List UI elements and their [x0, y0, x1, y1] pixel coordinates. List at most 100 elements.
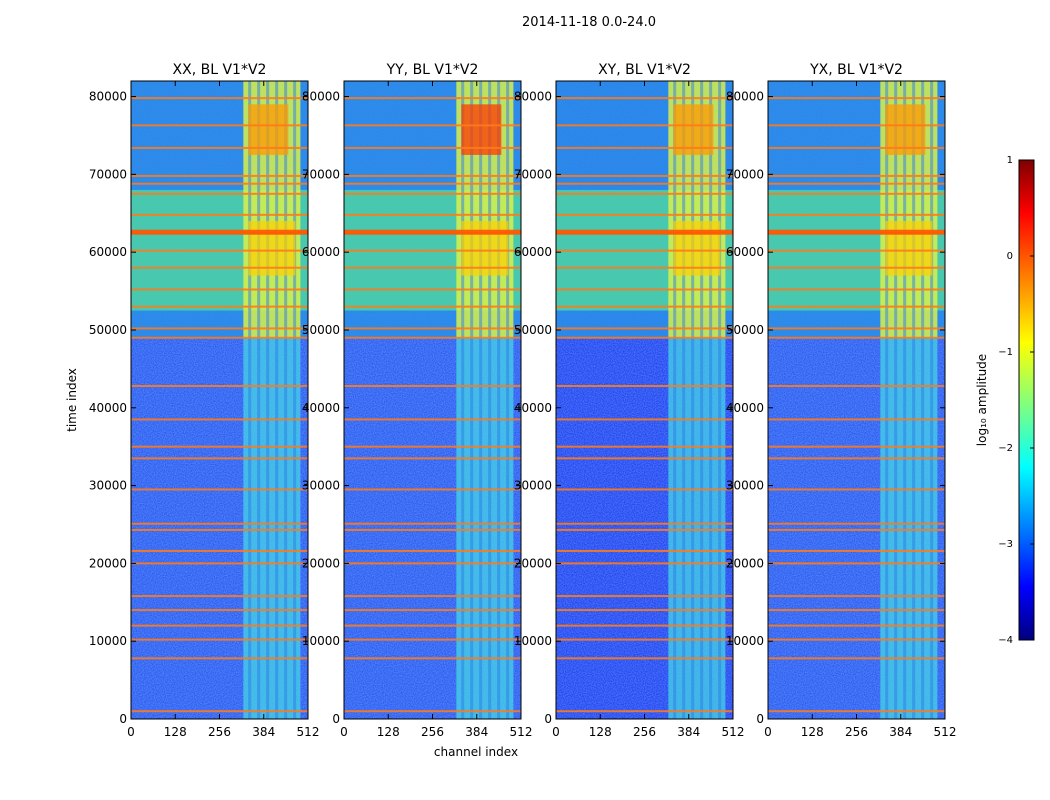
- rfi-line: [344, 249, 521, 252]
- rfi-line: [768, 336, 945, 339]
- rfi-line: [131, 609, 308, 612]
- x-tick-label: 256: [208, 725, 231, 739]
- y-tick-label: 20000: [726, 556, 764, 570]
- y-tick-label: 0: [119, 712, 127, 726]
- rfi-line: [344, 266, 521, 269]
- rfi-line: [556, 488, 733, 491]
- channel-stripe: [912, 81, 916, 719]
- colorbar-label: log₁₀ amplitude: [975, 354, 989, 446]
- colorbar-tick-label: −3: [998, 539, 1013, 550]
- rfi-line: [131, 327, 308, 330]
- rfi-line: [556, 97, 733, 100]
- rfi-line: [344, 229, 521, 235]
- rfi-line: [768, 624, 945, 627]
- rfi-line: [556, 174, 733, 177]
- bright-channels-lower: [243, 337, 301, 719]
- rfi-line: [556, 638, 733, 641]
- channel-stripe: [266, 81, 270, 719]
- channel-stripe: [903, 81, 907, 719]
- rfi-line: [556, 457, 733, 460]
- panels: XX, BL V1*V2 0 128 256 384 512 0 10000 20000 3000…: [89, 62, 957, 739]
- rfi-line: [344, 595, 521, 598]
- rfi-line: [131, 249, 308, 252]
- y-tick-label: 30000: [302, 479, 340, 493]
- rfi-line: [131, 624, 308, 627]
- channel-stripe: [718, 81, 722, 719]
- rfi-line: [556, 609, 733, 612]
- rfi-line: [556, 288, 733, 291]
- y-tick-label: 50000: [89, 323, 127, 337]
- rfi-line: [131, 488, 308, 491]
- channel-stripe: [248, 81, 252, 719]
- rfi-line: [556, 229, 733, 235]
- rfi-line: [344, 213, 521, 216]
- rfi-line: [768, 445, 945, 448]
- rfi-line: [768, 192, 945, 195]
- y-tick-label: 10000: [302, 634, 340, 648]
- rfi-line: [768, 609, 945, 612]
- rfi-line: [344, 638, 521, 641]
- colorbar-tick-label: −1: [998, 347, 1013, 358]
- figure-suptitle: 2014-11-18 0.0-24.0: [522, 15, 656, 30]
- panel-title: YX, BL V1*V2: [809, 62, 903, 78]
- rfi-line: [556, 124, 733, 127]
- rfi-line: [344, 488, 521, 491]
- rfi-line: [344, 336, 521, 339]
- y-tick-label: 80000: [302, 90, 340, 104]
- y-tick-label: 70000: [89, 167, 127, 181]
- rfi-line: [556, 327, 733, 330]
- rfi-line: [556, 266, 733, 269]
- y-tick-label: 20000: [302, 556, 340, 570]
- rfi-line: [768, 146, 945, 149]
- x-tick-label: 384: [677, 725, 700, 739]
- rfi-line: [344, 457, 521, 460]
- rfi-line: [768, 638, 945, 641]
- rfi-line: [344, 445, 521, 448]
- rfi-line: [768, 710, 945, 713]
- x-tick-label: 128: [164, 725, 187, 739]
- y-tick-label: 30000: [89, 479, 127, 493]
- panel-title: XY, BL V1*V2: [598, 62, 691, 78]
- rfi-line: [131, 288, 308, 291]
- rfi-line: [131, 213, 308, 216]
- rfi-line: [556, 445, 733, 448]
- rfi-line: [344, 549, 521, 552]
- x-axis-label: channel index: [434, 745, 518, 759]
- rfi-line: [131, 528, 308, 531]
- y-tick-label: 10000: [514, 634, 552, 648]
- rfi-line: [556, 146, 733, 149]
- rfi-line: [556, 305, 733, 308]
- rfi-line: [131, 595, 308, 598]
- y-tick-label: 60000: [89, 245, 127, 259]
- x-tick-label: 256: [633, 725, 656, 739]
- x-tick-label: 0: [552, 725, 560, 739]
- x-tick-label: 0: [127, 725, 135, 739]
- x-tick-label: 512: [297, 725, 320, 739]
- x-tick-label: 128: [377, 725, 400, 739]
- rfi-line: [768, 124, 945, 127]
- hot-spot: [885, 104, 926, 155]
- rfi-line: [344, 562, 521, 565]
- rfi-line: [131, 522, 308, 525]
- rfi-line: [556, 657, 733, 660]
- y-tick-label: 70000: [514, 167, 552, 181]
- rfi-line: [131, 97, 308, 100]
- panel-3: XY, BL V1*V2 0 128 256 384 512 0 10000 20000 3000…: [514, 62, 745, 739]
- channel-stripe: [275, 81, 279, 719]
- hot-spot: [673, 104, 714, 155]
- rfi-line: [344, 609, 521, 612]
- channel-stripe: [921, 81, 925, 719]
- rfi-line: [556, 549, 733, 552]
- x-tick-label: 0: [764, 725, 772, 739]
- y-tick-label: 10000: [89, 634, 127, 648]
- rfi-line: [344, 418, 521, 421]
- rfi-line: [131, 146, 308, 149]
- y-tick-label: 50000: [726, 323, 764, 337]
- colorbar-tick-label: −2: [998, 443, 1013, 454]
- rfi-line: [131, 418, 308, 421]
- rfi-line: [768, 266, 945, 269]
- rfi-line: [768, 488, 945, 491]
- rfi-line: [344, 528, 521, 531]
- panel-title: YY, BL V1*V2: [386, 62, 479, 78]
- rfi-line: [131, 562, 308, 565]
